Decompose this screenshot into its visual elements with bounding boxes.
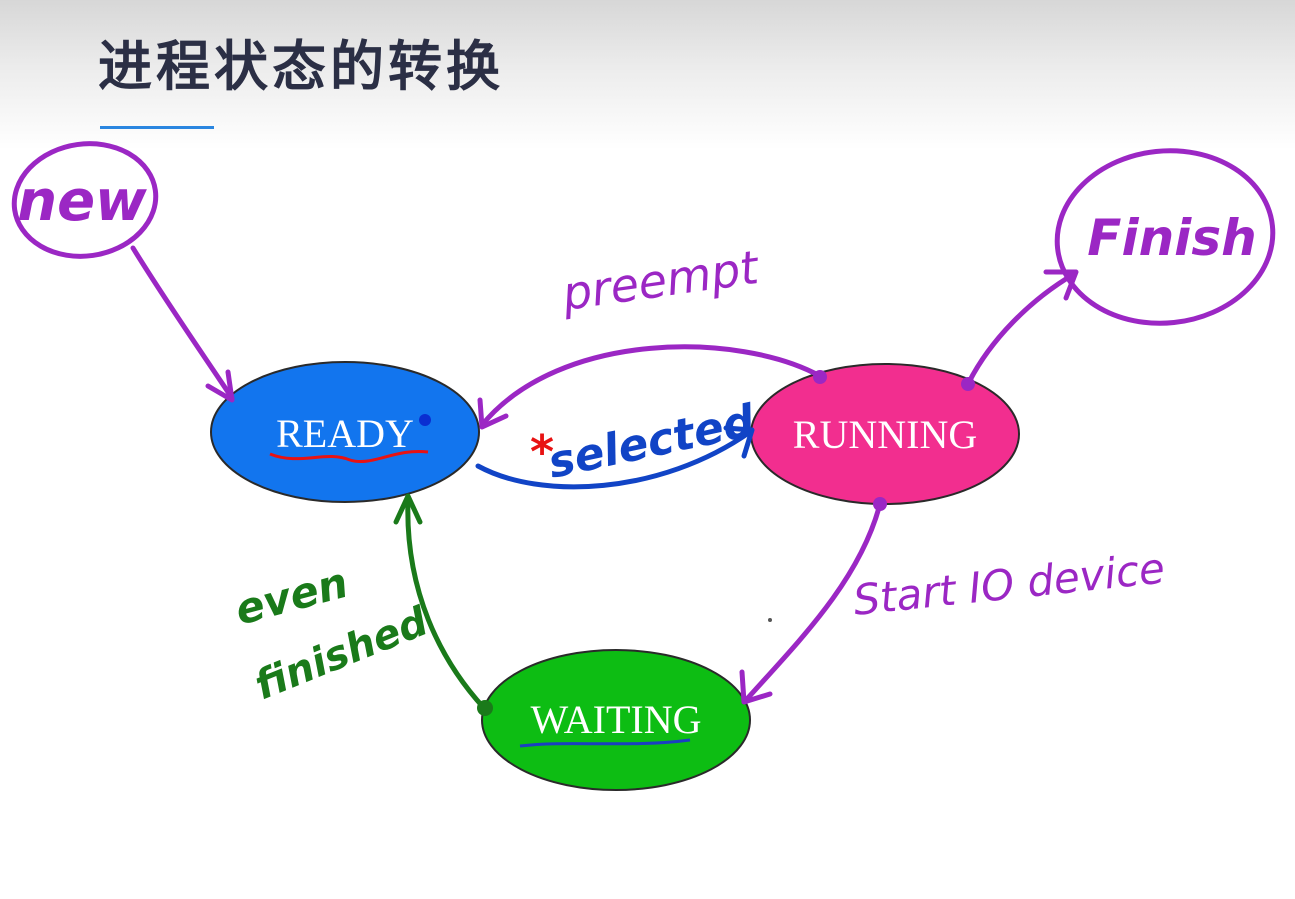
- start-io-label: Start IO device: [851, 544, 1167, 625]
- arrowhead-start-io: [739, 669, 773, 705]
- stray-ink-dot: [768, 618, 772, 622]
- finish-state-label: Finish: [1087, 209, 1256, 267]
- arrow-running-to-finish: [965, 271, 1077, 387]
- ready-red-underline: [269, 449, 429, 463]
- event-finished-dot: [477, 700, 493, 716]
- waiting-blue-underline: [519, 738, 691, 748]
- arrow-selected: [475, 429, 753, 490]
- arrow-start-io: [743, 501, 883, 703]
- arrowhead-event-finished: [393, 493, 423, 525]
- arrowhead-new-to-ready: [205, 369, 235, 403]
- preempt-label: preempt: [558, 240, 763, 321]
- waiting-state-label: WAITING: [530, 697, 701, 742]
- new-state-circle: [11, 141, 159, 259]
- ready-state-label: READY: [276, 411, 414, 456]
- arrow-new-to-ready: [130, 245, 235, 401]
- new-state-label: new: [17, 169, 147, 234]
- title-underline: [100, 126, 214, 129]
- arrowhead-preempt: [477, 397, 509, 430]
- preempt-start-dot: [813, 370, 827, 384]
- finish-state-circle: [1054, 148, 1276, 326]
- title-bar-background: [0, 0, 1295, 150]
- ready-ink-dot: [419, 414, 431, 426]
- slide-title: 进程状态的转换: [98, 35, 504, 98]
- running-state-label: RUNNING: [793, 412, 977, 457]
- finish-start-dot: [961, 377, 975, 391]
- arrow-event-finished: [405, 497, 487, 711]
- arrow-preempt: [479, 344, 823, 428]
- waiting-state-ellipse: [481, 649, 751, 791]
- event-label-line1: even: [230, 558, 353, 635]
- start-io-dot: [873, 497, 887, 511]
- selected-star-mark: *: [530, 425, 554, 479]
- arrowhead-running-to-finish: [1043, 269, 1079, 301]
- ready-state-ellipse: [210, 361, 480, 503]
- arrowhead-selected: [723, 425, 755, 459]
